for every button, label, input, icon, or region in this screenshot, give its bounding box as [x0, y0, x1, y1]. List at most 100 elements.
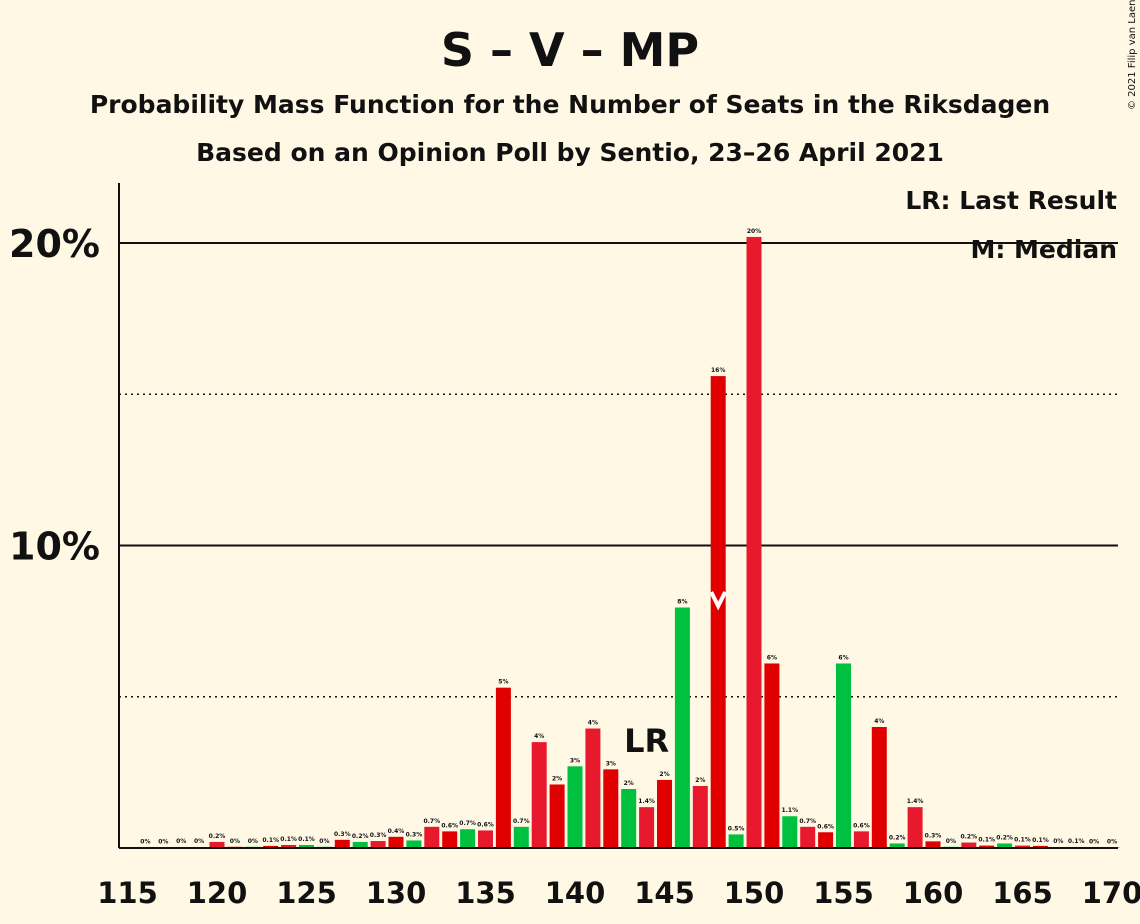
x-tick-145: 145 — [634, 876, 695, 910]
bar-label-157: 4% — [874, 718, 884, 725]
bar-label-120: 0.2% — [209, 833, 226, 840]
bar-138 — [531, 742, 547, 848]
bar-134 — [460, 829, 476, 848]
x-tick-170: 170 — [1082, 876, 1140, 910]
bar-130 — [388, 836, 404, 848]
bar-149 — [728, 834, 744, 848]
bar-label-154: 0.6% — [817, 823, 834, 830]
bar-165 — [1015, 845, 1030, 848]
bar-label-135: 0.6% — [477, 821, 494, 828]
bar-162 — [961, 842, 977, 848]
x-tick-135: 135 — [455, 876, 516, 910]
bar-164 — [997, 843, 1013, 848]
bar-label-134: 0.7% — [459, 820, 476, 827]
chart-subtitle-1: Probability Mass Function for the Number… — [90, 90, 1050, 119]
bar-127 — [334, 839, 350, 848]
x-tick-130: 130 — [366, 876, 427, 910]
bar-label-150: 20% — [747, 228, 761, 235]
x-tick-115: 115 — [97, 876, 158, 910]
bar-159 — [907, 807, 923, 848]
copyright-note: © 2021 Filip van Laenen — [1127, 0, 1138, 110]
x-tick-labels: 115 120 125 130 135 140 145 150 155 160 165 170 — [97, 876, 1140, 910]
bar-label-147: 2% — [695, 777, 705, 784]
bar-146 — [674, 607, 690, 848]
bar-label-117: 0% — [158, 838, 168, 845]
x-tick-120: 120 — [187, 876, 248, 910]
bar-129 — [370, 841, 386, 848]
bar-label-143: 2% — [624, 780, 634, 787]
bar-157 — [871, 727, 887, 848]
y-tick-20: 20% — [9, 222, 100, 266]
bar-label-167: 0% — [1053, 838, 1063, 845]
x-tick-150: 150 — [724, 876, 785, 910]
bar-label-142: 3% — [606, 760, 616, 767]
bar-label-136: 5% — [498, 679, 508, 686]
bar-label-159: 1.4% — [907, 798, 924, 805]
bar-163 — [979, 845, 995, 848]
bar-label-123: 0.1% — [262, 837, 279, 844]
bar-label-119: 0% — [194, 838, 204, 845]
bar-label-118: 0% — [176, 838, 186, 845]
bar-label-122: 0% — [248, 838, 258, 845]
bar-label-145: 2% — [659, 771, 669, 778]
bar-label-132: 0.7% — [423, 818, 440, 825]
bar-124 — [281, 844, 297, 848]
bar-132 — [424, 826, 440, 848]
bar-139 — [549, 784, 565, 848]
bar-label-126: 0% — [319, 838, 329, 845]
bar-151 — [764, 663, 780, 848]
bar-141 — [585, 728, 601, 848]
bar-label-138: 4% — [534, 733, 544, 740]
bar-145 — [657, 779, 672, 848]
bar-140 — [567, 766, 583, 848]
bar-120 — [209, 841, 225, 848]
bar-166 — [1032, 845, 1048, 848]
bar-label-148: 16% — [711, 367, 725, 374]
x-tick-155: 155 — [813, 876, 874, 910]
bar-label-168: 0.1% — [1068, 838, 1085, 845]
last-result-marker: LR — [624, 722, 669, 760]
bar-123 — [263, 845, 279, 848]
bar-label-144: 1.4% — [638, 798, 655, 805]
bar-143 — [621, 789, 637, 848]
bar-133 — [442, 831, 458, 848]
bar-label-140: 3% — [570, 757, 580, 764]
bar-label-133: 0.6% — [441, 822, 458, 829]
bar-label-125: 0.1% — [298, 836, 315, 843]
bar-148 — [710, 376, 726, 848]
y-tick-labels: 10% 20% — [9, 222, 100, 569]
bar-label-160: 0.3% — [925, 832, 942, 839]
bar-label-158: 0.2% — [889, 834, 906, 841]
bar-label-152: 1.1% — [781, 807, 798, 814]
bar-label-121: 0% — [230, 838, 240, 845]
bar-153 — [800, 826, 816, 848]
bar-label-153: 0.7% — [799, 818, 816, 825]
bar-135 — [478, 830, 493, 848]
bar-154 — [818, 832, 834, 848]
bar-label-165: 0.1% — [1014, 837, 1031, 844]
bar-label-131: 0.3% — [406, 831, 423, 838]
bar-label-151: 6% — [767, 654, 777, 661]
bar-label-139: 2% — [552, 775, 562, 782]
bar-136 — [495, 687, 511, 848]
bar-label-146: 8% — [677, 599, 687, 606]
bar-131 — [406, 840, 422, 848]
y-tick-10: 10% — [9, 525, 100, 569]
bar-label-170: 0% — [1107, 838, 1117, 845]
bar-label-129: 0.3% — [370, 832, 387, 839]
bar-label-116: 0% — [140, 838, 150, 845]
bar-label-137: 0.7% — [513, 818, 530, 825]
bar-128 — [352, 841, 368, 848]
axes — [118, 183, 1118, 849]
bar-label-166: 0.1% — [1032, 837, 1049, 844]
bars-group — [137, 236, 1120, 848]
x-tick-125: 125 — [276, 876, 337, 910]
bar-label-130: 0.4% — [388, 828, 405, 835]
bar-label-124: 0.1% — [280, 836, 297, 843]
gridlines — [119, 242, 1118, 698]
bar-158 — [889, 843, 905, 848]
chart-title: S – V – MP — [441, 23, 699, 77]
bar-label-155: 6% — [838, 654, 848, 661]
bar-137 — [513, 826, 529, 848]
